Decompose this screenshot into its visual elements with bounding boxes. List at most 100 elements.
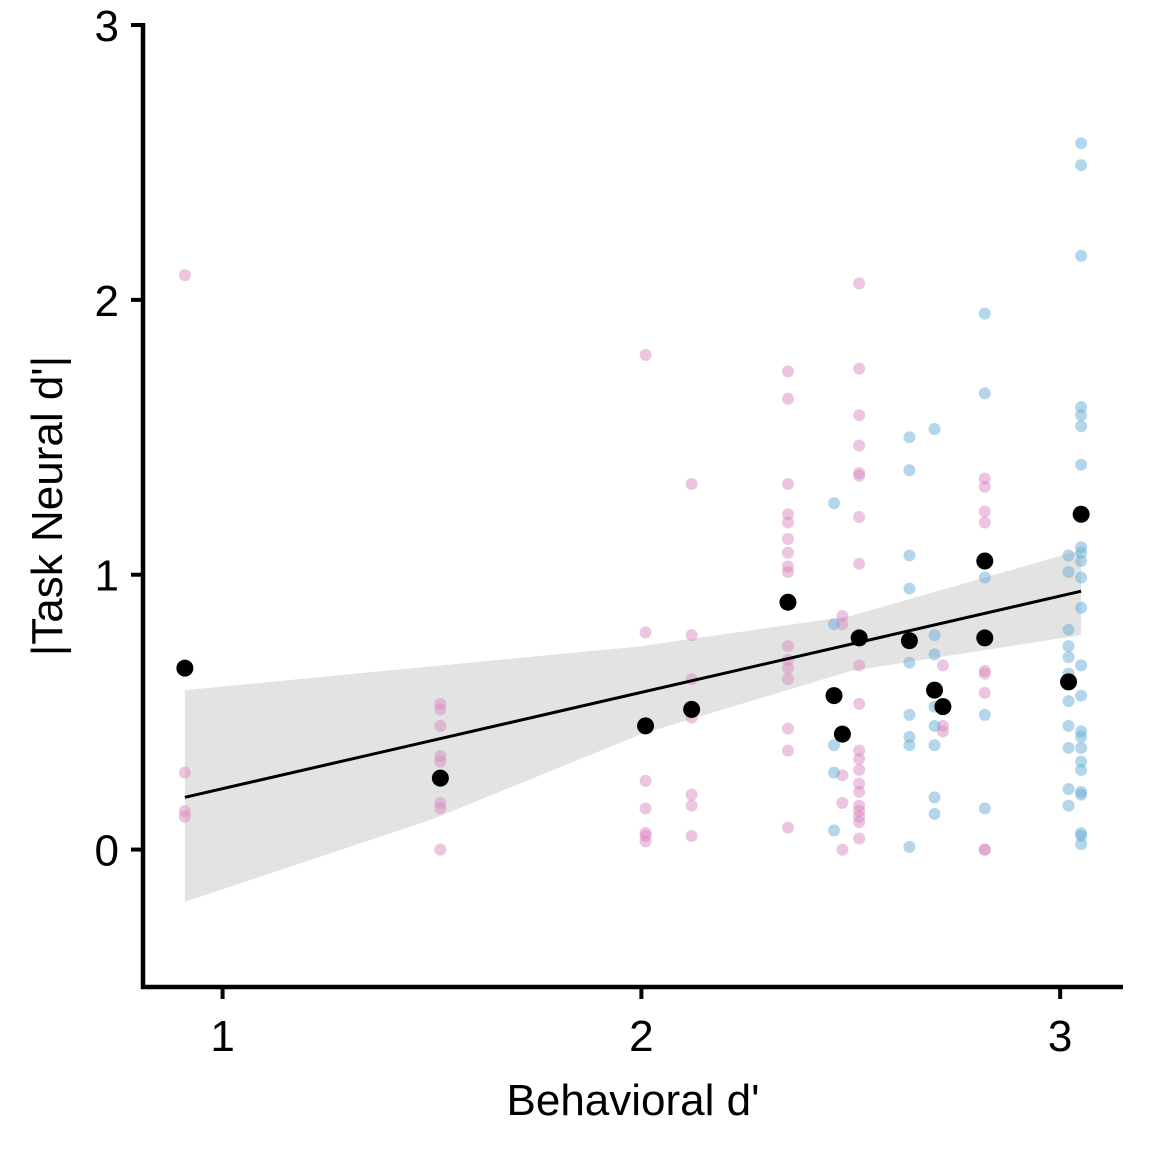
mean-point-2 bbox=[637, 717, 655, 735]
blue-point-53 bbox=[1075, 730, 1088, 743]
fit-line-layer bbox=[184, 589, 1082, 799]
pink-point-53 bbox=[853, 469, 866, 482]
pink-point-57 bbox=[853, 697, 866, 710]
pink-point-30 bbox=[781, 508, 794, 521]
pink-point-56 bbox=[853, 659, 866, 672]
pink-point-15 bbox=[639, 774, 652, 787]
pink-point-32 bbox=[781, 532, 794, 545]
blue-point-5 bbox=[903, 431, 916, 444]
points-layer bbox=[176, 137, 1090, 856]
blue-point-7 bbox=[903, 549, 916, 562]
blue-point-20 bbox=[928, 791, 941, 804]
blue-point-2 bbox=[828, 739, 841, 752]
mean-point-4 bbox=[779, 593, 797, 611]
blue-point-49 bbox=[1075, 601, 1088, 614]
pink-point-14 bbox=[639, 626, 652, 639]
regression-line bbox=[184, 589, 1082, 799]
blue-point-35 bbox=[1062, 741, 1075, 754]
pink-point-29 bbox=[781, 478, 794, 491]
pink-point-13 bbox=[639, 348, 652, 361]
pink-point-42 bbox=[781, 821, 794, 834]
blue-point-15 bbox=[928, 629, 941, 642]
mean-point-10 bbox=[934, 698, 952, 716]
blue-point-55 bbox=[1075, 755, 1088, 768]
blue-point-34 bbox=[1062, 719, 1075, 732]
mean-point-9 bbox=[926, 681, 944, 699]
pink-point-47 bbox=[836, 843, 849, 856]
blue-point-46 bbox=[1075, 546, 1088, 559]
pink-point-28 bbox=[781, 392, 794, 405]
blue-point-40 bbox=[1075, 249, 1088, 262]
pink-point-48 bbox=[853, 277, 866, 290]
pink-point-39 bbox=[781, 673, 794, 686]
pink-point-49 bbox=[853, 362, 866, 375]
pink-point-50 bbox=[853, 409, 866, 422]
blue-point-56 bbox=[1075, 763, 1088, 776]
pink-point-6 bbox=[434, 719, 447, 732]
blue-point-43 bbox=[1075, 420, 1088, 433]
blue-point-38 bbox=[1075, 137, 1088, 150]
pink-point-12 bbox=[434, 843, 447, 856]
blue-point-12 bbox=[903, 739, 916, 752]
y-axis-title: |Task Neural d'| bbox=[23, 356, 72, 656]
blue-point-58 bbox=[1075, 788, 1088, 801]
blue-point-28 bbox=[1062, 565, 1075, 578]
blue-point-25 bbox=[978, 708, 991, 721]
pink-point-68 bbox=[936, 659, 949, 672]
blue-point-10 bbox=[903, 708, 916, 721]
pink-point-36 bbox=[781, 640, 794, 653]
blue-point-44 bbox=[1075, 458, 1088, 471]
blue-point-61 bbox=[1075, 838, 1088, 851]
blue-point-1 bbox=[828, 618, 841, 631]
blue-point-29 bbox=[1062, 623, 1075, 636]
blue-point-42 bbox=[1075, 409, 1088, 422]
pink-point-76 bbox=[978, 667, 991, 680]
blue-point-9 bbox=[903, 656, 916, 669]
blue-point-14 bbox=[928, 423, 941, 436]
pink-point-0 bbox=[178, 269, 191, 282]
pink-point-19 bbox=[639, 835, 652, 848]
pink-point-55 bbox=[853, 557, 866, 570]
pink-point-40 bbox=[781, 722, 794, 735]
pink-point-20 bbox=[685, 478, 698, 491]
blue-point-39 bbox=[1075, 159, 1088, 172]
pink-point-71 bbox=[978, 472, 991, 485]
blue-point-37 bbox=[1062, 799, 1075, 812]
mean-point-8 bbox=[900, 632, 918, 650]
pink-point-33 bbox=[781, 546, 794, 559]
mean-point-3 bbox=[683, 700, 701, 718]
pink-point-66 bbox=[853, 816, 866, 829]
x-tick-label-2: 3 bbox=[1048, 1012, 1072, 1061]
axes-layer: 1 2 3 0 1 2 3 bbox=[95, 2, 1123, 1061]
blue-point-22 bbox=[978, 307, 991, 320]
blue-point-6 bbox=[903, 464, 916, 477]
blue-point-16 bbox=[928, 648, 941, 661]
pink-point-62 bbox=[853, 785, 866, 798]
blue-point-18 bbox=[928, 719, 941, 732]
blue-point-4 bbox=[828, 824, 841, 837]
pink-point-54 bbox=[853, 510, 866, 523]
y-tick-label-0: 0 bbox=[95, 827, 119, 876]
blue-point-48 bbox=[1075, 571, 1088, 584]
pink-point-5 bbox=[434, 703, 447, 716]
blue-point-31 bbox=[1062, 651, 1075, 664]
mean-point-14 bbox=[1072, 505, 1090, 523]
x-tick-label-1: 2 bbox=[629, 1012, 653, 1061]
mean-point-0 bbox=[176, 659, 194, 677]
blue-point-41 bbox=[1075, 401, 1088, 414]
mean-point-12 bbox=[976, 629, 994, 647]
blue-point-23 bbox=[978, 387, 991, 400]
pink-point-60 bbox=[853, 763, 866, 776]
pink-point-1 bbox=[178, 766, 191, 779]
pink-point-35 bbox=[781, 565, 794, 578]
pink-point-67 bbox=[853, 832, 866, 845]
x-axis-title: Behavioral d' bbox=[507, 1076, 760, 1125]
pink-point-21 bbox=[685, 629, 698, 642]
pink-point-43 bbox=[836, 609, 849, 622]
blue-point-60 bbox=[1075, 829, 1088, 842]
y-tick-label-1: 1 bbox=[95, 552, 119, 601]
blue-point-30 bbox=[1062, 640, 1075, 653]
pink-point-41 bbox=[781, 744, 794, 757]
blue-point-33 bbox=[1062, 695, 1075, 708]
